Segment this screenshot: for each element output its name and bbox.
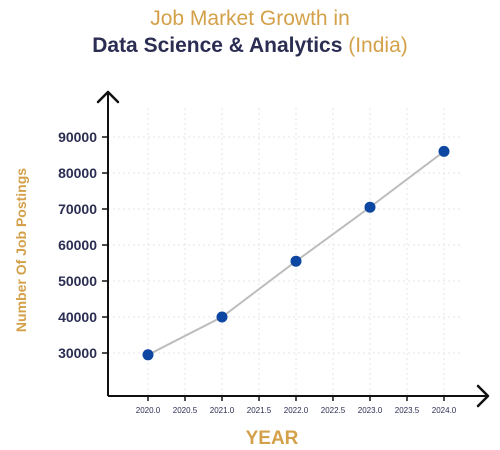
data-point <box>142 349 154 361</box>
y-tick-label: 50000 <box>58 273 97 289</box>
data-point <box>364 201 376 213</box>
chart-title-main: Data Science & Analytics <box>92 34 343 57</box>
chart-title-line1: Job Market Growth in <box>150 7 350 30</box>
data-point <box>216 311 228 323</box>
x-axis-label: YEAR <box>246 428 299 449</box>
y-tick-label: 90000 <box>58 129 97 145</box>
x-tick-label: 2022.0 <box>284 406 309 415</box>
y-tick-label: 70000 <box>58 201 97 217</box>
y-axis-label: Number Of Job Postings <box>13 168 29 332</box>
x-tick-label: 2020.0 <box>136 406 161 415</box>
chart-title: Job Market Growth in Data Science & Anal… <box>0 6 500 60</box>
y-axis-arrow-icon <box>96 90 120 104</box>
y-tick-label: 80000 <box>58 165 97 181</box>
x-tick-label: 2021.5 <box>247 406 272 415</box>
x-tick-label: 2020.5 <box>173 406 198 415</box>
data-point <box>438 145 450 157</box>
x-tick-label: 2023.0 <box>358 406 383 415</box>
x-tick-label: 2024.0 <box>432 406 457 415</box>
chart-title-line2: Data Science & Analytics (India) <box>0 32 500 60</box>
x-tick-label: 2023.5 <box>395 406 420 415</box>
chart-title-accent: (India) <box>348 34 408 57</box>
data-point <box>290 255 302 267</box>
x-tick-label: 2021.0 <box>210 406 235 415</box>
y-tick-label: 30000 <box>58 345 97 361</box>
x-tick-label: 2022.5 <box>321 406 346 415</box>
x-axis-arrow-icon <box>476 384 490 408</box>
y-tick-label: 40000 <box>58 309 97 325</box>
y-tick-label: 60000 <box>58 237 97 253</box>
